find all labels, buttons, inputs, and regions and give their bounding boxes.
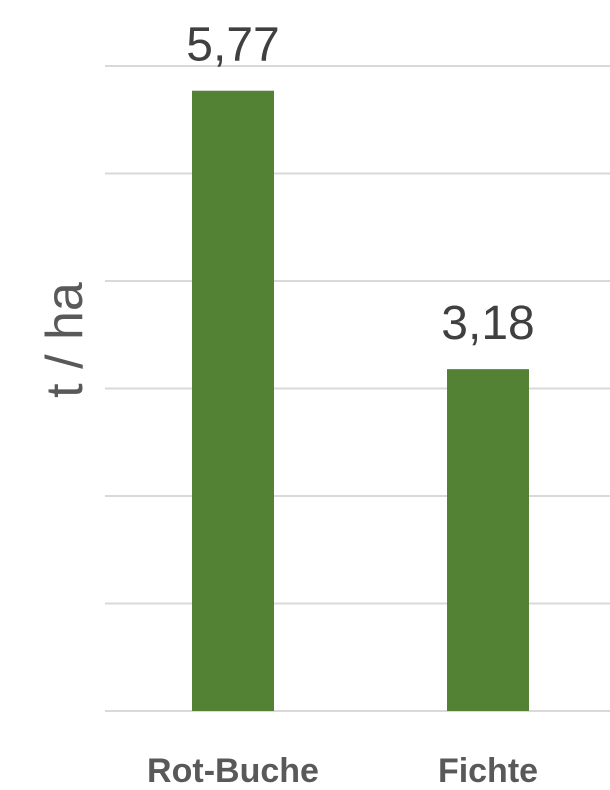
category-label: Rot-Buche	[147, 752, 319, 790]
y-axis-label: t / ha	[36, 282, 94, 398]
value-label: 3,18	[441, 297, 534, 350]
value-label: 5,77	[186, 19, 279, 72]
category-labels: Rot-Buche Fichte	[147, 752, 538, 790]
bars	[192, 90, 529, 712]
gridlines	[105, 65, 610, 712]
bar-rot-buche	[192, 90, 274, 712]
bar-fichte	[447, 369, 529, 711]
value-labels: 5,77 3,18	[186, 19, 534, 350]
category-label: Fichte	[438, 752, 538, 790]
